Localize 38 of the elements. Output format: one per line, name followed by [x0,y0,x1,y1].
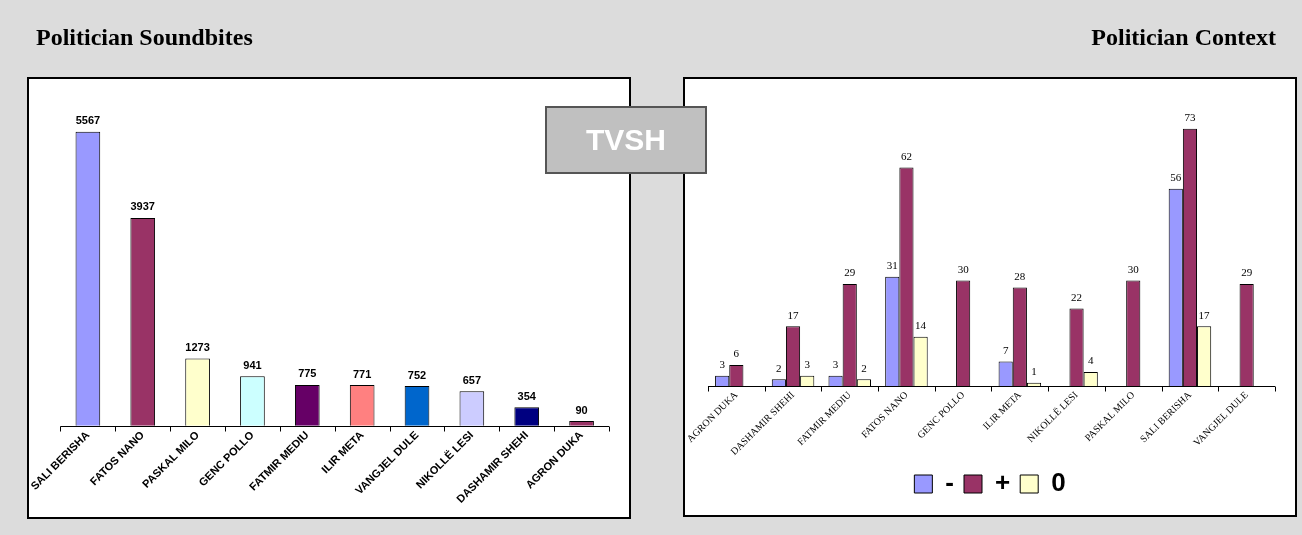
data-label: 31 [886,259,898,272]
legend-label: 0 [1051,467,1066,498]
data-label: 17 [787,308,800,321]
data-label: 14 [915,319,927,332]
data-label: 3937 [130,200,155,213]
data-label: 941 [243,358,262,371]
data-label: 90 [575,403,588,416]
data-label: 29 [1241,266,1253,279]
annotation: TVSH [545,106,707,174]
chart-title: Politician Context [1091,24,1276,51]
data-label: 62 [900,149,912,162]
chart-title: Politician Soundbites [36,24,253,51]
legend-label: + [995,467,1011,498]
legend-label: - [945,467,955,498]
data-label: 6 [733,347,740,360]
data-label: 771 [352,367,372,380]
data-label: 5567 [75,114,101,127]
data-label: 7 [1002,343,1009,356]
data-label: 4 [1087,354,1094,367]
data-label: 1273 [185,341,210,354]
data-label: 28 [1014,269,1026,282]
data-label: 3 [832,358,839,371]
data-label: 2 [861,361,867,374]
data-label: 3 [804,358,811,371]
data-label: 1 [1031,365,1037,378]
data-label: 354 [517,389,537,402]
data-label: 657 [462,373,482,386]
data-label: 22 [1071,290,1083,303]
data-label: 30 [957,262,970,275]
data-label: 17 [1198,308,1211,321]
data-label: 2 [776,361,782,374]
data-label: 73 [1184,111,1196,124]
data-label: 29 [844,266,856,279]
data-label: 30 [1127,262,1140,275]
data-label: 3 [719,358,726,371]
data-label: 56 [1170,171,1182,184]
data-label: 752 [407,368,427,381]
data-label: 775 [298,367,317,380]
